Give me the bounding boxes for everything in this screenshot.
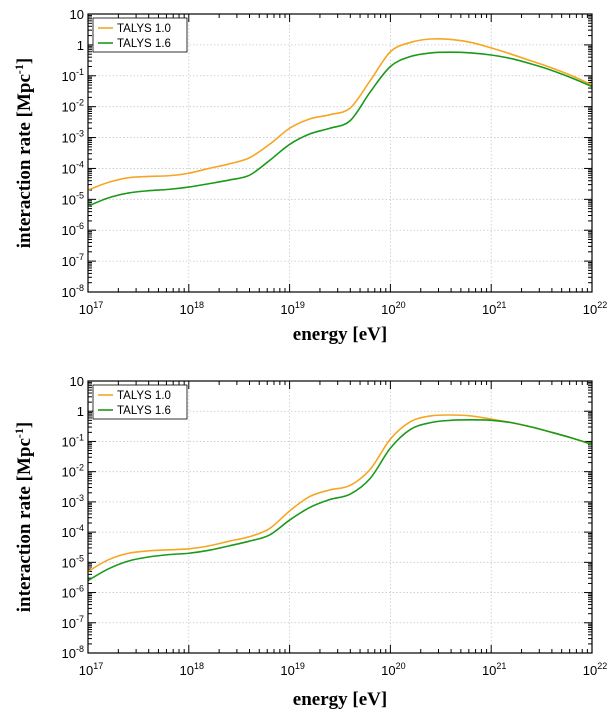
y-tick-label: 10-5 — [62, 553, 84, 570]
y-tick-label: 10-1 — [62, 432, 84, 449]
legend-entry: TALYS 1.0 — [117, 390, 171, 402]
y-tick-label: 1 — [77, 404, 84, 419]
x-tick-label: 1017 — [79, 300, 103, 317]
y-tick-label: 10-5 — [62, 190, 84, 207]
y-tick-label: 10-3 — [62, 493, 84, 510]
x-tick-label: 1020 — [381, 661, 405, 678]
y-tick-label: 10-1 — [62, 67, 84, 84]
legend-entry: TALYS 1.6 — [117, 405, 171, 417]
y-tick-label: 10 — [70, 374, 84, 389]
y-tick-label: 10-6 — [62, 584, 84, 601]
y-tick-label: 10-6 — [62, 221, 84, 238]
y-tick-labels: 10-8 10-7 10-6 10-5 10-4 10-3 10-2 10-1 1 10 — [62, 7, 84, 300]
y-tick-label: 10-2 — [62, 463, 84, 480]
y-tick-label: 10-2 — [62, 98, 84, 115]
x-tick-label: 1022 — [583, 300, 607, 317]
legend: TALYS 1.0 TALYS 1.6 — [92, 17, 188, 53]
x-tick-label: 1019 — [280, 661, 304, 678]
y-tick-label: 10 — [70, 7, 84, 22]
x-tick-label: 1020 — [381, 300, 405, 317]
x-axis-label: energy [eV] — [293, 324, 387, 345]
y-tick-label: 10-4 — [62, 523, 84, 540]
y-axis-label: interaction rate [Mpc-1] — [12, 422, 35, 612]
y-tick-label: 10-8 — [62, 644, 84, 661]
legend: TALYS 1.0 TALYS 1.6 — [92, 384, 188, 420]
x-tick-label: 1019 — [280, 300, 304, 317]
y-tick-label: 10-7 — [62, 614, 84, 631]
chart-panel-top: 1017 1018 1019 1020 1021 1022 10-8 10-7 10-6 10-5… — [0, 0, 613, 355]
y-tick-label: 10-3 — [62, 129, 84, 146]
legend-entry: TALYS 1.0 — [117, 23, 171, 35]
legend-entry: TALYS 1.6 — [117, 38, 171, 50]
y-tick-label: 10-7 — [62, 252, 84, 269]
series-line-talys-1-6 — [88, 419, 592, 582]
x-tick-label: 1021 — [482, 661, 506, 678]
chart-panel-bottom: 1017 1018 1019 1020 1021 1022 10-8 10-7 10-6 10-5… — [0, 367, 613, 711]
interaction-rate-chart-top: 1017 1018 1019 1020 1021 1022 10-8 10-7 10-6 10-5… — [12, 7, 607, 345]
plot-area — [88, 381, 592, 653]
plot-frame — [87, 380, 593, 654]
y-axis-label: interaction rate [Mpc-1] — [12, 58, 35, 248]
plot-area — [88, 14, 592, 292]
legend-box — [92, 17, 188, 53]
interaction-rate-chart-bottom: 1017 1018 1019 1020 1021 1022 10-8 10-7 10-6 10-5… — [12, 374, 607, 710]
series-line-talys-1-6 — [88, 51, 592, 207]
y-tick-label: 10-4 — [62, 159, 84, 176]
x-axis-label: energy [eV] — [293, 689, 387, 710]
axis-ticks — [87, 380, 593, 654]
x-tick-labels: 1017 1018 1019 1020 1021 1022 — [79, 300, 607, 317]
x-tick-label: 1021 — [482, 300, 506, 317]
y-tick-labels: 10-8 10-7 10-6 10-5 10-4 10-3 10-2 10-1 1 10 — [62, 374, 84, 661]
series-group — [88, 414, 592, 582]
x-tick-labels: 1017 1018 1019 1020 1021 1022 — [79, 661, 607, 678]
legend-box — [92, 384, 188, 420]
x-tick-label: 1017 — [79, 661, 103, 678]
plot-frame — [87, 13, 593, 293]
x-tick-label: 1022 — [583, 661, 607, 678]
y-tick-label: 1 — [77, 38, 84, 53]
x-tick-label: 1018 — [180, 300, 204, 317]
series-group — [88, 37, 592, 207]
x-tick-label: 1018 — [180, 661, 204, 678]
y-tick-label: 10-8 — [62, 283, 84, 300]
axis-ticks — [87, 13, 593, 293]
series-line-talys-1-0 — [88, 37, 592, 191]
